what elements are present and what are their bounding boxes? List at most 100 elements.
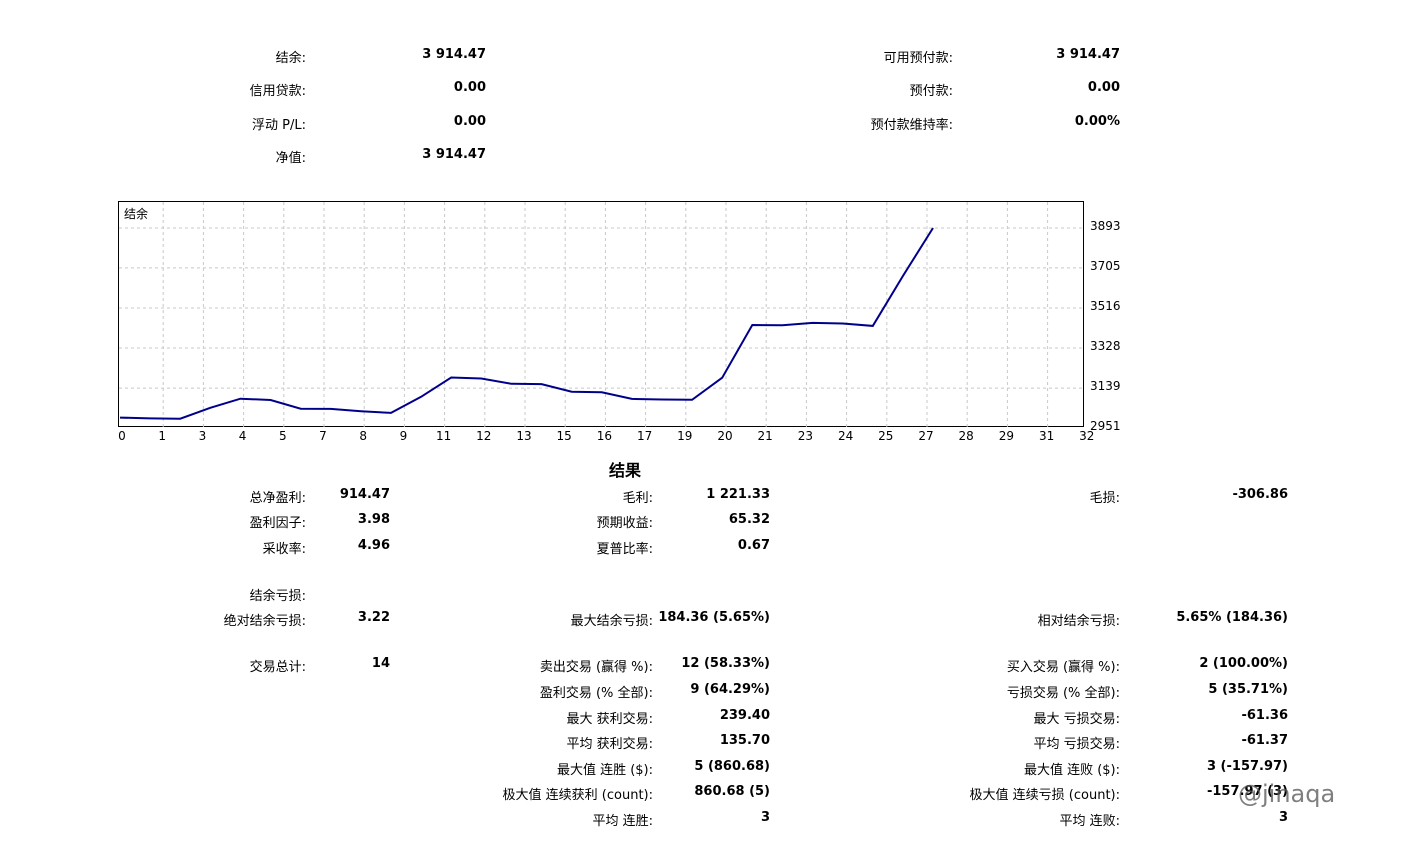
- y-tick-label: 3893: [1090, 219, 1121, 233]
- recovery-factor-label: 采收率:: [262, 542, 306, 557]
- avg-consec-losses-value: 3: [1278, 810, 1288, 825]
- largest-profit-label: 最大 获利交易:: [566, 712, 653, 727]
- y-tick-label: 2951: [1090, 419, 1121, 433]
- margin-level-label: 预付款维持率:: [870, 118, 953, 133]
- long-trades-label: 买入交易 (赢得 %):: [1006, 660, 1120, 675]
- x-tick-label: 12: [476, 429, 492, 443]
- max-drawdown-label: 最大结余亏损:: [570, 614, 653, 629]
- y-tick-label: 3705: [1090, 258, 1121, 273]
- gross-loss-label: 毛损:: [1089, 491, 1120, 506]
- balance-drawdown-label: 结余亏损:: [249, 589, 306, 604]
- max-consec-wins-label: 最大值 连胜 ($):: [556, 763, 653, 778]
- x-tick-label: 16: [596, 429, 613, 443]
- y-tick-label: 3516: [1090, 299, 1121, 314]
- margin-value: 0.00: [1087, 80, 1120, 95]
- credit-value: 0.00: [453, 80, 486, 95]
- gross-profit-value: 1 221.33: [706, 487, 770, 502]
- x-tick-label: 19: [677, 429, 693, 443]
- max-consec-losses-label: 最大值 连败 ($):: [1023, 763, 1120, 778]
- gross-profit-label: 毛利:: [622, 491, 653, 506]
- x-tick-label: 3: [198, 429, 207, 443]
- balance-label: 结余:: [275, 51, 306, 66]
- avg-consec-wins-label: 平均 连胜:: [592, 814, 653, 829]
- largest-profit-value: 239.40: [719, 708, 770, 723]
- x-tick-label: 8: [359, 429, 367, 443]
- sharpe-ratio-label: 夏普比率:: [596, 542, 653, 557]
- expected-payoff-value: 65.32: [728, 512, 770, 527]
- profit-trades-value: 9 (64.29%): [690, 682, 770, 697]
- max-consec-losses-value: 3 (-157.97): [1206, 759, 1288, 774]
- x-tick-label: 27: [918, 429, 934, 443]
- abs-drawdown-label: 绝对结余亏损:: [223, 614, 306, 629]
- margin-label: 预付款:: [909, 84, 953, 99]
- balance-chart: 结余: [118, 201, 1085, 428]
- x-tick-label: 17: [636, 429, 653, 443]
- maximal-consec-profit-label: 极大值 连续获利 (count):: [502, 788, 653, 803]
- loss-trades-label: 亏损交易 (% 全部):: [1006, 686, 1120, 701]
- total-net-profit-label: 总净盈利:: [249, 491, 306, 506]
- total-trades-value: 14: [371, 656, 390, 671]
- balance-series-line: [119, 227, 934, 420]
- equity-label: 净值:: [275, 151, 306, 166]
- free-margin-label: 可用预付款:: [883, 51, 953, 66]
- x-tick-label: 13: [516, 429, 532, 443]
- x-tick-label: 24: [837, 429, 854, 443]
- max-consec-wins-value: 5 (860.68): [694, 759, 770, 774]
- avg-loss-label: 平均 亏损交易:: [1033, 737, 1120, 752]
- x-tick-label: 15: [556, 429, 572, 443]
- watermark: @jinaqa: [1238, 780, 1336, 808]
- short-trades-value: 12 (58.33%): [681, 656, 770, 671]
- largest-loss-label: 最大 亏损交易:: [1033, 712, 1120, 727]
- expected-payoff-label: 预期收益:: [596, 516, 653, 531]
- x-tick-label: 23: [797, 429, 814, 443]
- avg-profit-value: 135.70: [719, 733, 770, 748]
- x-tick-label: 5: [278, 429, 287, 443]
- x-tick-label: 29: [998, 429, 1015, 443]
- avg-profit-label: 平均 获利交易:: [566, 737, 653, 752]
- y-tick-label: 3328: [1090, 338, 1121, 353]
- x-tick-label: 7: [319, 429, 327, 443]
- abs-drawdown-value: 3.22: [357, 610, 390, 625]
- chart-title: 结余: [124, 207, 149, 221]
- y-tick-label: 3139: [1090, 379, 1121, 394]
- free-margin-value: 3 914.47: [1056, 47, 1120, 62]
- avg-consec-wins-value: 3: [760, 810, 770, 825]
- floating-pl-label: 浮动 P/L:: [252, 118, 306, 133]
- x-tick-label: 4: [238, 429, 247, 443]
- x-tick-label: 9: [399, 429, 408, 443]
- total-net-profit-value: 914.47: [339, 487, 390, 502]
- long-trades-value: 2 (100.00%): [1199, 656, 1288, 671]
- maximal-consec-loss-value: -157.97 (3): [1206, 784, 1288, 799]
- profit-factor-label: 盈利因子:: [249, 516, 306, 531]
- x-tick-label: 0: [118, 429, 126, 443]
- floating-pl-value: 0.00: [453, 114, 486, 129]
- profit-trades-label: 盈利交易 (% 全部):: [539, 686, 653, 701]
- x-tick-label: 20: [717, 429, 733, 443]
- maximal-consec-profit-value: 860.68 (5): [694, 784, 770, 799]
- x-tick-label: 25: [878, 429, 894, 443]
- results-title: 结果: [608, 461, 641, 480]
- max-drawdown-value: 184.36 (5.65%): [658, 610, 770, 625]
- largest-loss-value: -61.36: [1241, 708, 1288, 723]
- x-tick-label: 28: [958, 429, 974, 443]
- x-tick-label: 32: [1079, 429, 1095, 443]
- equity-value: 3 914.47: [422, 147, 486, 162]
- gross-loss-value: -306.86: [1232, 487, 1288, 502]
- balance-value: 3 914.47: [422, 47, 486, 62]
- x-tick-label: 11: [435, 429, 452, 443]
- credit-label: 信用贷款:: [249, 84, 306, 99]
- loss-trades-value: 5 (35.71%): [1208, 682, 1288, 697]
- short-trades-label: 卖出交易 (赢得 %):: [539, 660, 653, 675]
- sharpe-ratio-value: 0.67: [737, 538, 770, 553]
- profit-factor-value: 3.98: [357, 512, 390, 527]
- recovery-factor-value: 4.96: [357, 538, 390, 553]
- avg-loss-value: -61.37: [1241, 733, 1288, 748]
- rel-drawdown-value: 5.65% (184.36): [1176, 610, 1288, 625]
- rel-drawdown-label: 相对结余亏损:: [1037, 614, 1120, 629]
- margin-level-value: 0.00%: [1074, 114, 1120, 129]
- balance-chart-plot: [119, 202, 1085, 428]
- avg-consec-losses-label: 平均 连败:: [1059, 814, 1120, 829]
- x-tick-label: 31: [1038, 429, 1055, 443]
- maximal-consec-loss-label: 极大值 连续亏损 (count):: [969, 788, 1120, 803]
- x-tick-label: 1: [158, 429, 166, 443]
